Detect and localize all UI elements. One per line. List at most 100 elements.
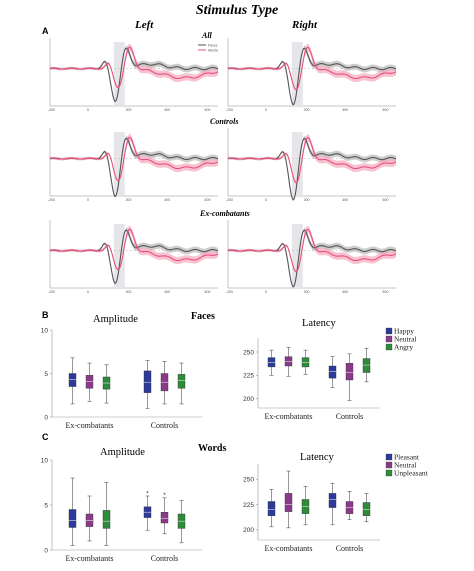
faces-amplitude-title: Amplitude <box>93 314 138 325</box>
boxplot-outlier-marker: * <box>146 490 149 497</box>
erp-time-window <box>291 42 303 106</box>
erp-tick-label: 0 <box>87 108 89 112</box>
erp-tick-label: 200 <box>126 198 132 202</box>
boxplot-box-pleasant <box>267 501 276 516</box>
boxplot-y-tick-label: 0 <box>44 547 48 554</box>
legend-label-happy: Happy <box>394 327 414 336</box>
erp-words-band <box>228 225 396 273</box>
column-label-left: Left <box>135 19 154 31</box>
erp-tick-label: -200 <box>226 108 233 112</box>
erp-tick-label: 600 <box>383 198 389 202</box>
erp-words-band <box>228 134 396 185</box>
legend-label-pleasant: Pleasant <box>394 453 420 462</box>
erp-time-window <box>291 132 303 196</box>
erp-panel-3: -200 0 200 400 600 <box>48 128 219 202</box>
panel-label-a: A <box>42 26 49 36</box>
erp-words-band <box>50 133 218 182</box>
erp-tick-label: -200 <box>48 108 55 112</box>
boxplot-category-label: Ex-combatants <box>66 421 114 430</box>
boxplot-category-label: Controls <box>336 544 364 553</box>
boxplot-y-tick-label: 250 <box>243 349 254 356</box>
boxplot-box-unpleasant <box>102 510 111 529</box>
erp-tick-label: 0 <box>87 290 89 294</box>
erp-tick-label: 400 <box>164 108 170 112</box>
boxplot-box-happy <box>143 370 152 393</box>
erp-tick-label: 400 <box>164 290 170 294</box>
erp-words-band <box>228 43 396 91</box>
boxplot-y-tick-label: 5 <box>44 371 48 378</box>
erp-tick-label: 0 <box>265 198 267 202</box>
row-label-excombatants: Ex-combatants <box>200 209 250 218</box>
erp-tick-label: 400 <box>342 198 348 202</box>
erp-words-line <box>50 228 219 271</box>
boxplot-y-tick-label: 10 <box>41 327 49 334</box>
boxplot-y-tick-label: 10 <box>41 457 49 464</box>
erp-tick-label: -200 <box>48 198 55 202</box>
legend-label-neutral: Neutral <box>394 335 417 344</box>
erp-panel-4: -200 0 200 400 600 <box>226 128 397 202</box>
erp-tick-label: -200 <box>226 290 233 294</box>
boxplot-y-tick-label: 200 <box>243 527 254 534</box>
boxplot-y-tick-label: 0 <box>44 414 48 421</box>
boxplot-category-label: Controls <box>151 554 179 563</box>
boxplot-category-label: Ex-combatants <box>265 412 313 421</box>
boxplot-box-happy <box>328 365 337 379</box>
erp-words-line <box>228 136 397 184</box>
erp-words-line <box>228 228 397 273</box>
legend-swatch-unpleasant <box>385 469 393 477</box>
boxplot-box-neutral <box>284 493 293 512</box>
words-amplitude-title: Amplitude <box>100 447 145 458</box>
erp-tick-label: 0 <box>265 108 267 112</box>
faces-section-title: Faces <box>191 311 215 322</box>
boxplot-y-tick-label: 250 <box>243 477 254 484</box>
erp-panel-1: -200 0 200 400 600 <box>48 38 219 112</box>
erp-tick-label: 200 <box>304 198 310 202</box>
boxplot-box-neutral <box>85 375 94 389</box>
boxplot-chart-3: 0 5 10 Ex-combatants Controls <box>41 457 202 563</box>
column-label-right: Right <box>292 19 318 31</box>
erp-tick-label: 400 <box>164 198 170 202</box>
faces-latency-title: Latency <box>302 318 336 329</box>
words-latency-title: Latency <box>300 452 334 463</box>
boxplot-category-label: Controls <box>336 412 364 421</box>
erp-tick-label: 200 <box>304 290 310 294</box>
erp-words-line <box>50 46 219 89</box>
erp-panel-6: -200 0 200 400 600 <box>226 220 397 294</box>
boxplot-chart-1: 0 5 10 Ex-combatants Controls <box>41 327 202 430</box>
erp-tick-label: -200 <box>48 290 55 294</box>
erp-tick-label: 200 <box>126 290 132 294</box>
boxplot-box-happy <box>68 373 77 387</box>
boxplot-category-label: Ex-combatants <box>265 544 313 553</box>
row-label-controls: Controls <box>210 117 239 126</box>
boxplot-box-neutral <box>160 512 169 524</box>
erp-time-window <box>113 224 125 288</box>
boxplot-box-pleasant <box>68 509 77 528</box>
panel-label-c: C <box>42 432 49 442</box>
erp-words-band <box>50 225 218 271</box>
row-label-all: All <box>202 31 212 40</box>
boxplot-chart-4: 200 225 250 Ex-combatants Controls PleasantNe… <box>243 453 429 554</box>
words-section-title: Words <box>198 443 227 454</box>
erp-tick-label: 600 <box>205 290 211 294</box>
erp-time-window <box>291 224 303 288</box>
erp-tick-label: 600 <box>205 198 211 202</box>
boxplot-box-unpleasant <box>362 502 371 516</box>
boxplot-outlier-marker: * <box>163 492 166 499</box>
erp-words-line <box>50 136 219 182</box>
boxplot-box-angry <box>362 358 371 373</box>
boxplot-y-tick-label: 225 <box>243 373 254 380</box>
boxplot-category-label: Ex-combatants <box>66 554 114 563</box>
legend-label-unpleasant: Unpleasant <box>394 469 429 478</box>
erp-tick-label: 0 <box>265 290 267 294</box>
erp-time-window <box>113 42 125 106</box>
figure-title: Stimulus Type <box>195 3 279 18</box>
erp-words-band <box>50 43 218 89</box>
boxplot-y-tick-label: 200 <box>243 396 254 403</box>
erp-tick-label: -200 <box>226 198 233 202</box>
erp-tick-label: 200 <box>304 108 310 112</box>
boxplot-box-angry <box>177 374 186 389</box>
erp-tick-label: 200 <box>126 108 132 112</box>
boxplot-chart-2: 200 225 250 Ex-combatants Controls HappyNeutr… <box>243 327 416 422</box>
legend-swatch-angry <box>385 343 393 351</box>
